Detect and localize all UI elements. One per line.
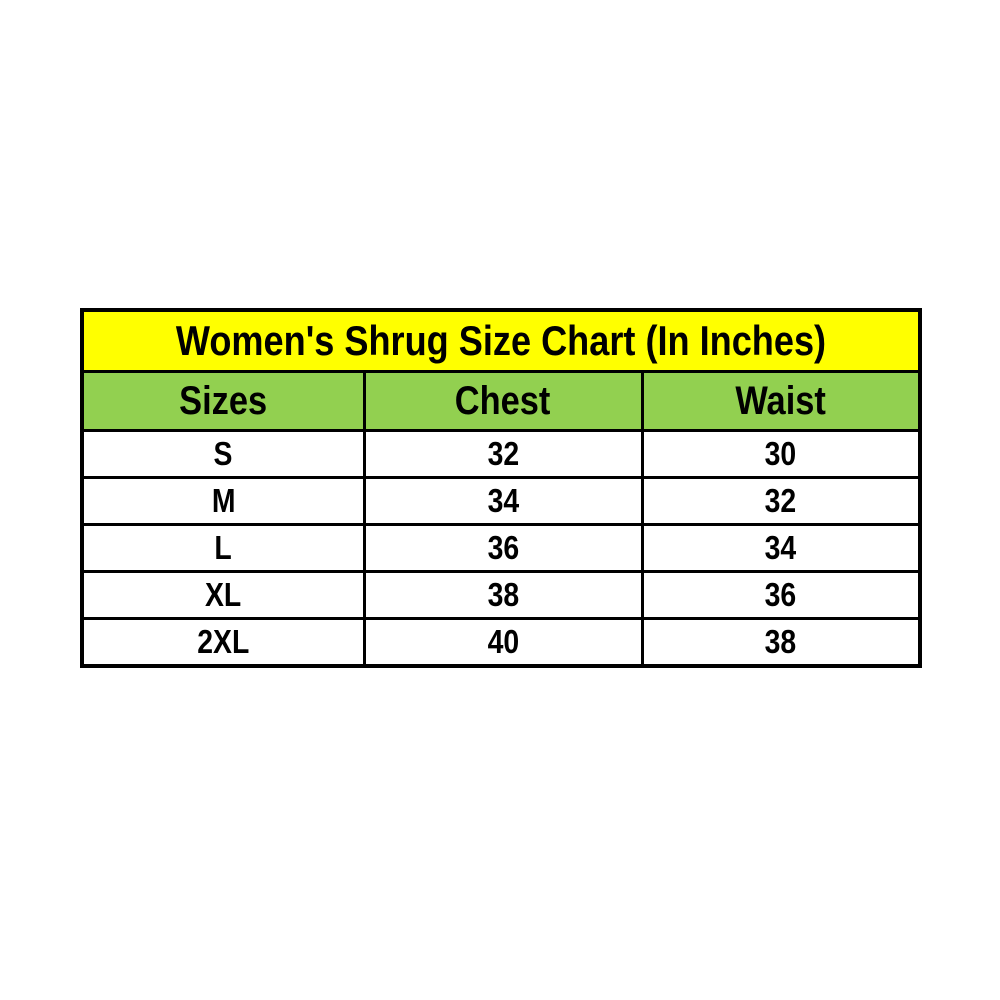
column-header-waist-text: Waist [735, 378, 826, 423]
size-cell: 2XL [80, 617, 366, 668]
waist-cell: 34 [640, 523, 922, 573]
size-cell: M [80, 476, 366, 526]
chest-cell: 38 [362, 570, 644, 620]
waist-value: 36 [764, 576, 797, 613]
size-value: L [214, 529, 232, 566]
waist-value: 30 [764, 435, 797, 472]
table-row: XL 38 36 [80, 570, 922, 620]
chest-cell: 34 [362, 476, 644, 526]
size-chart-table: Women's Shrug Size Chart (In Inches) Siz… [80, 308, 922, 668]
size-value: XL [205, 576, 242, 613]
chest-cell: 40 [362, 617, 644, 668]
chest-value: 38 [487, 576, 519, 613]
table-title-text: Women's Shrug Size Chart (In Inches) [175, 317, 827, 364]
table-row: M 34 32 [80, 476, 922, 526]
waist-value: 32 [764, 482, 797, 519]
column-header-waist: Waist [640, 370, 922, 432]
size-cell: L [80, 523, 366, 573]
table-title: Women's Shrug Size Chart (In Inches) [80, 308, 922, 373]
column-header-chest-text: Chest [455, 378, 551, 423]
size-value: 2XL [197, 623, 250, 660]
chest-value: 36 [487, 529, 519, 566]
chest-value: 34 [487, 482, 519, 519]
size-value: S [213, 435, 233, 472]
waist-value: 38 [764, 623, 797, 660]
table-row: L 36 34 [80, 523, 922, 573]
table-row: S 32 30 [80, 429, 922, 479]
chest-value: 32 [487, 435, 519, 472]
chest-cell: 36 [362, 523, 644, 573]
column-header-sizes: Sizes [80, 370, 366, 432]
column-header-sizes-text: Sizes [179, 378, 268, 423]
chest-value: 40 [487, 623, 519, 660]
table-row: 2XL 40 38 [80, 617, 922, 668]
size-value: M [211, 482, 236, 519]
size-cell: S [80, 429, 366, 479]
table-title-row: Women's Shrug Size Chart (In Inches) [80, 308, 922, 373]
waist-value: 34 [764, 529, 797, 566]
waist-cell: 38 [640, 617, 922, 668]
size-cell: XL [80, 570, 366, 620]
chest-cell: 32 [362, 429, 644, 479]
waist-cell: 32 [640, 476, 922, 526]
waist-cell: 30 [640, 429, 922, 479]
column-header-chest: Chest [362, 370, 644, 432]
waist-cell: 36 [640, 570, 922, 620]
table-header-row: Sizes Chest Waist [80, 370, 922, 432]
